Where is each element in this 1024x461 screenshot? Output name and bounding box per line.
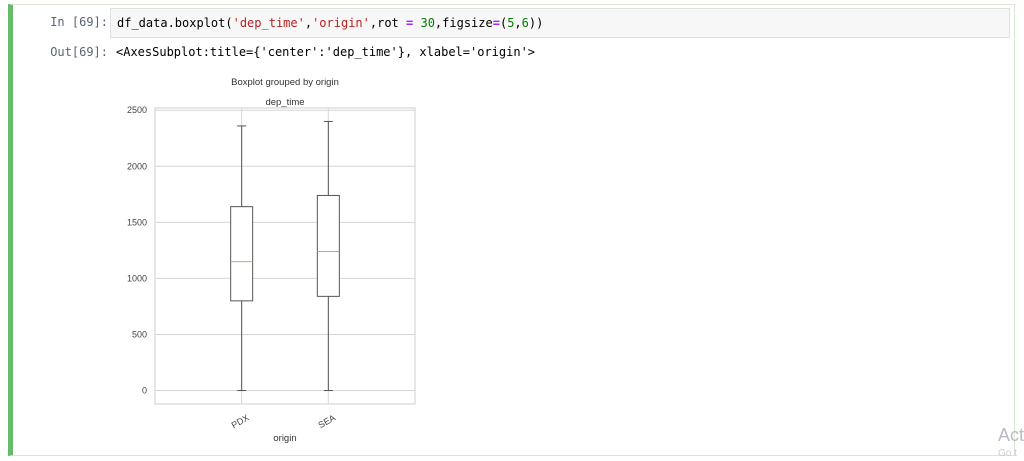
x-tick-label: PDX xyxy=(230,412,251,430)
y-tick-label: 1000 xyxy=(127,273,147,283)
chart-title: dep_time xyxy=(265,97,304,108)
box-sea xyxy=(316,194,340,297)
x-axis-label: origin xyxy=(273,433,296,444)
code-input[interactable]: df_data.boxplot('dep_time','origin',rot … xyxy=(110,8,1010,38)
code-number-height: 6 xyxy=(521,16,529,30)
code-prefix: df_data.boxplot( xyxy=(117,16,233,30)
y-tick-label: 1500 xyxy=(127,217,147,227)
chart-suptitle: Boxplot grouped by origin xyxy=(231,77,339,88)
plot-frame xyxy=(154,107,416,405)
output-repr: <AxesSubplot:title={'center':'dep_time'}… xyxy=(116,45,536,59)
y-tick-label: 2500 xyxy=(127,105,147,115)
code-number-rot: 30 xyxy=(420,16,435,30)
code-sep: ,figsize xyxy=(434,16,493,30)
code-arg-by: 'origin' xyxy=(312,16,370,30)
y-tick-label: 2000 xyxy=(127,161,147,171)
code-paren: ( xyxy=(499,16,508,30)
y-tick-label: 500 xyxy=(132,329,147,339)
code-arg-column: 'dep_time' xyxy=(232,16,305,30)
output-prompt: Out[69]: xyxy=(50,45,108,59)
plot-area: 0 500 1000 1500 2000 2500 PDX SEA xyxy=(127,105,416,431)
boxplot-chart: Boxplot grouped by origin dep_time 0 500 1… xyxy=(127,77,416,444)
code-comma: , xyxy=(514,16,522,30)
y-tick-label: 0 xyxy=(142,386,147,396)
activation-watermark: Act xyxy=(998,425,1024,445)
activation-watermark-sub: Go t xyxy=(998,448,1017,459)
code-suffix: )) xyxy=(528,16,544,30)
box-pdx xyxy=(230,206,254,302)
code-sep: ,rot xyxy=(369,16,406,30)
x-tick-label: SEA xyxy=(317,413,338,431)
code-operator: = xyxy=(492,16,500,30)
input-prompt: In [69]: xyxy=(50,15,108,29)
code-number-width: 5 xyxy=(507,16,515,30)
code-operator: = xyxy=(406,16,414,30)
code-sep: , xyxy=(304,16,313,30)
